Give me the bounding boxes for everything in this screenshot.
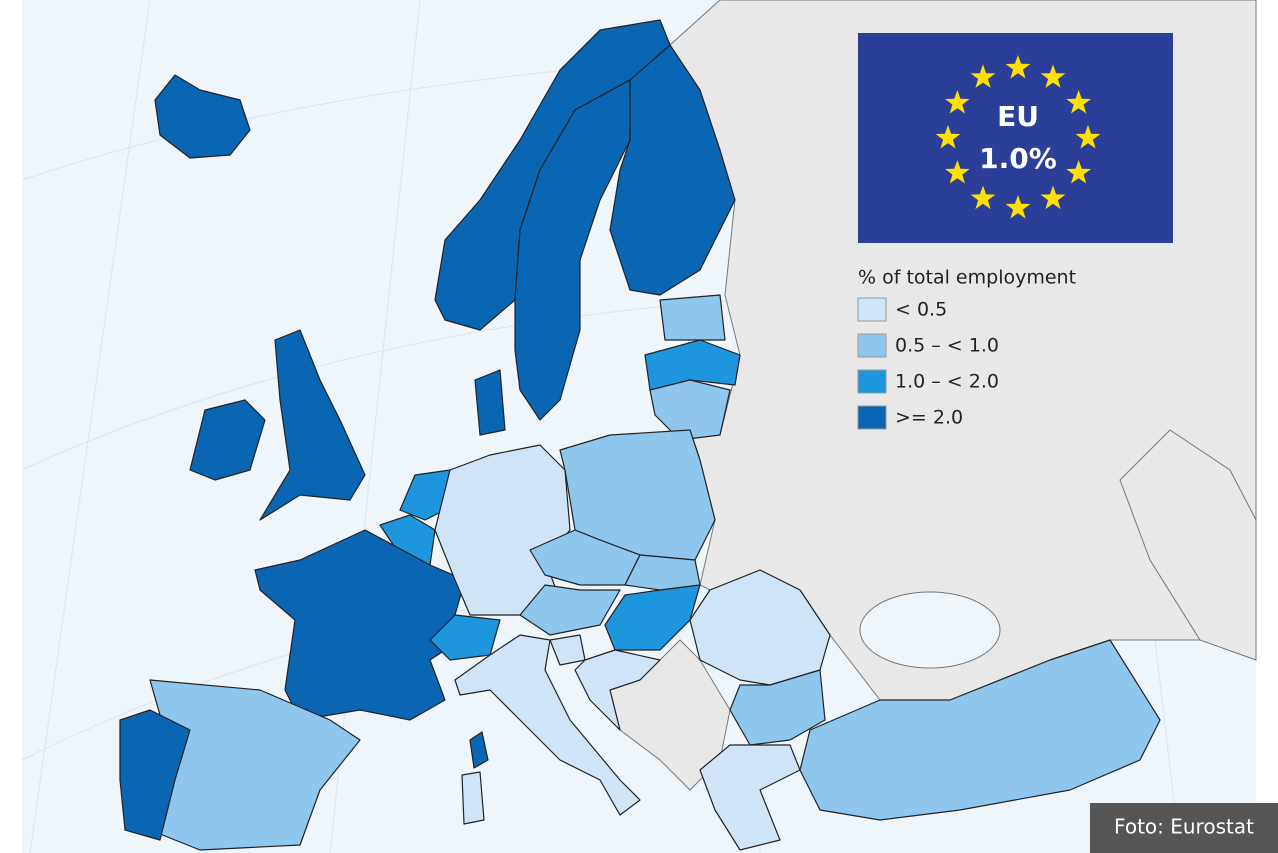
flag-star xyxy=(935,125,961,149)
flag-star xyxy=(945,160,970,184)
non-eu-land xyxy=(1119,429,1257,661)
country xyxy=(474,369,506,436)
flag-star xyxy=(1005,55,1031,79)
flag-star xyxy=(1040,64,1066,88)
country xyxy=(154,74,251,159)
flag-star xyxy=(1066,160,1091,184)
credit-box xyxy=(1090,803,1278,853)
flag-title: EU xyxy=(997,100,1039,133)
flag-star xyxy=(1040,185,1066,210)
country xyxy=(429,614,501,661)
country xyxy=(119,709,191,841)
flag-stars xyxy=(935,55,1101,219)
country xyxy=(469,731,489,769)
legend-label: >= 2.0 xyxy=(895,407,963,429)
country xyxy=(799,639,1161,821)
country xyxy=(519,584,621,636)
country xyxy=(689,569,831,686)
country xyxy=(699,744,801,851)
country xyxy=(259,329,366,521)
country xyxy=(254,529,466,721)
legend-swatch xyxy=(857,405,887,430)
country xyxy=(729,669,826,746)
country xyxy=(649,379,731,441)
flag-star xyxy=(1066,90,1091,114)
country xyxy=(604,584,701,651)
flag-star xyxy=(945,90,970,114)
country xyxy=(461,771,485,825)
legend-label: 0.5 – < 1.0 xyxy=(895,335,999,357)
country xyxy=(189,399,266,481)
legend-swatch xyxy=(857,369,887,394)
country xyxy=(609,44,736,296)
flag-star xyxy=(1005,195,1031,219)
legend-swatch xyxy=(857,297,887,322)
legend-title: % of total employment xyxy=(858,267,1076,289)
credit: Foto: Eurostat xyxy=(1114,815,1254,839)
black-sea xyxy=(859,591,1001,669)
legend-label: < 0.5 xyxy=(895,299,947,321)
legend-swatch xyxy=(857,333,887,358)
flag-star xyxy=(970,185,996,210)
flag-value: 1.0% xyxy=(979,142,1057,175)
country xyxy=(574,649,661,731)
legend: < 0.5 0.5 – < 1.0 1.0 – < 2.0 >= 2.0 xyxy=(857,297,999,430)
country xyxy=(624,554,701,591)
flag-star xyxy=(970,64,996,88)
country xyxy=(514,79,631,421)
country xyxy=(454,634,641,816)
flag-star xyxy=(1075,125,1101,149)
legend-label: 1.0 – < 2.0 xyxy=(895,371,999,393)
countries xyxy=(119,19,1161,851)
country xyxy=(659,294,726,341)
